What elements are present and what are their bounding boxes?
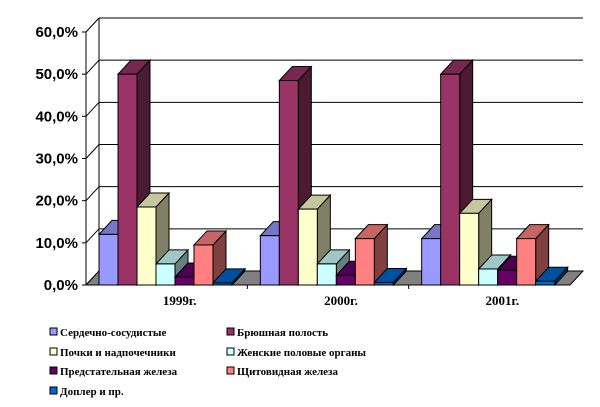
legend-label: Почки и надпочечники bbox=[60, 347, 176, 359]
legend-item: Сердечно-сосудистые bbox=[49, 327, 167, 339]
bar-front bbox=[117, 73, 138, 286]
y-tick-label: 20,0% bbox=[35, 193, 78, 210]
left-wall-diagonal bbox=[85, 101, 100, 117]
legend: Сердечно-сосудистые Брюшная полость Почки … bbox=[49, 327, 366, 398]
bar-front bbox=[354, 238, 375, 286]
bar-6-2001г. bbox=[515, 223, 550, 287]
legend-swatch bbox=[49, 347, 58, 356]
left-wall-diagonal bbox=[85, 186, 100, 202]
bar-front bbox=[174, 276, 195, 286]
y-tick-label: 40,0% bbox=[35, 108, 78, 125]
bar-front bbox=[516, 238, 537, 286]
bars bbox=[97, 58, 569, 287]
bar-front bbox=[440, 73, 461, 286]
bar-front bbox=[259, 235, 280, 286]
legend-swatch bbox=[226, 366, 235, 375]
y-axis-ticks: 0,0% 10,0% 20,0% 30,0% 40,0% 50,0% 60,0% bbox=[35, 24, 78, 294]
bar-7-1999г. bbox=[211, 267, 247, 287]
legend-swatch bbox=[49, 366, 58, 375]
bar-front bbox=[278, 79, 299, 286]
left-wall-diagonal bbox=[85, 228, 100, 244]
bar-6-2000г. bbox=[354, 223, 389, 287]
bar-front bbox=[193, 244, 214, 286]
bar-front bbox=[98, 233, 119, 286]
legend-swatch bbox=[49, 327, 58, 336]
x-axis-labels: 1999г. 2000г. 2001г. bbox=[163, 293, 519, 308]
legend-swatch bbox=[226, 327, 235, 336]
bar-front bbox=[459, 212, 480, 286]
legend-label: Щитовидная железа bbox=[237, 366, 338, 378]
left-wall-diagonal bbox=[85, 144, 100, 159]
y-tick-label: 50,0% bbox=[35, 66, 78, 83]
bar-front bbox=[155, 263, 176, 286]
x-tick-label: 2000г. bbox=[324, 293, 358, 308]
bar-7-2000г. bbox=[373, 267, 408, 287]
legend-item: Предстательная железа bbox=[49, 366, 178, 378]
y-tick-label: 10,0% bbox=[35, 235, 78, 252]
legend-label: Брюшная полость bbox=[237, 327, 328, 339]
bar-front bbox=[297, 208, 318, 286]
y-tick-label: 60,0% bbox=[35, 24, 78, 41]
bar-front bbox=[478, 268, 499, 286]
legend-item: Брюшная полость bbox=[226, 327, 328, 339]
legend-swatch bbox=[49, 386, 58, 395]
bar-front bbox=[373, 281, 394, 286]
bar-front bbox=[335, 274, 356, 286]
legend-label: Женские половые органы bbox=[237, 347, 366, 359]
legend-label: Предстательная железа bbox=[60, 366, 178, 378]
bar-front bbox=[316, 263, 337, 286]
bar-front bbox=[421, 238, 442, 286]
x-tick-label: 1999г. bbox=[163, 293, 197, 308]
bar-front bbox=[497, 269, 518, 286]
bar-front bbox=[535, 280, 556, 286]
legend-label: Доплер и пр. bbox=[60, 386, 124, 398]
legend-item: Доплер и пр. bbox=[49, 386, 124, 398]
bar-front bbox=[212, 282, 233, 286]
bar-6-1999г. bbox=[192, 229, 228, 287]
y-tick-label: 0,0% bbox=[44, 277, 78, 294]
legend-item: Почки и надпочечники bbox=[49, 347, 176, 359]
y-tick-label: 30,0% bbox=[35, 151, 78, 168]
legend-item: Щитовидная железа bbox=[226, 366, 338, 378]
legend-item: Женские половые органы bbox=[226, 347, 366, 359]
bar-7-2001г. bbox=[534, 265, 569, 287]
x-tick-label: 2001г. bbox=[485, 293, 519, 308]
legend-label: Сердечно-сосудистые bbox=[60, 327, 167, 339]
bar-front bbox=[136, 206, 157, 286]
left-wall-diagonal bbox=[85, 59, 100, 75]
left-wall-diagonal bbox=[85, 17, 100, 33]
legend-swatch bbox=[226, 347, 235, 356]
